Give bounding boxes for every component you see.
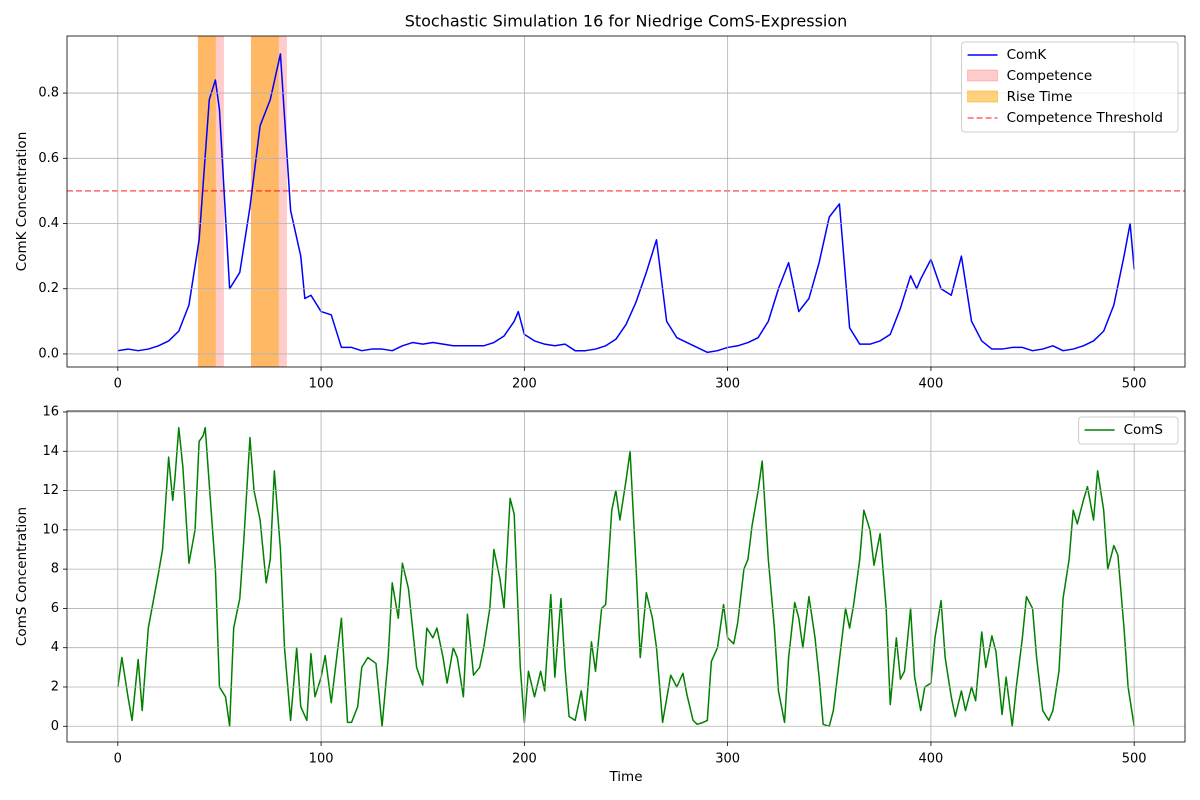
plot-area: [117, 426, 1135, 728]
data-line: [117, 426, 1135, 728]
y-tick-label: 0.8: [38, 86, 59, 101]
x-tick-label: 0: [114, 752, 122, 767]
legend-label: ComS: [1124, 422, 1163, 438]
x-tick-label: 300: [715, 377, 740, 392]
legend-box: [1078, 416, 1179, 445]
y-tick-label: 6: [51, 601, 59, 616]
y-tick-label: 0.0: [38, 346, 59, 361]
span: [250, 36, 279, 367]
axes-frame: [66, 410, 1186, 743]
x-tick-label: 100: [309, 752, 334, 767]
y-tick-label: 0.2: [38, 281, 59, 296]
x-tick-label: 300: [715, 752, 740, 767]
x-axis-label: Time: [608, 769, 642, 785]
legend: ComS: [1078, 416, 1179, 445]
legend-label: ComK: [1007, 47, 1048, 63]
axes: 0 100 200 300 400 500 0.0 0.2 0.4 0.6 0.8 Stochasti…: [14, 12, 1186, 392]
span: [197, 36, 216, 367]
chart-title: Stochastic Simulation 16 for Niedrige Co…: [405, 12, 848, 31]
axes: 0 100 200 300 400 500 0 2 4 6 8 10 12 14 16 Time ComS Co…: [14, 404, 1186, 785]
x-tick-label: 200: [512, 752, 537, 767]
legend-swatch: [967, 69, 999, 82]
y-tick-label: 8: [51, 562, 59, 577]
plot-area: [67, 36, 1185, 367]
legend-label: Competence Threshold: [1007, 110, 1163, 126]
y-axis-label: ComK Concentration: [14, 132, 30, 271]
x-tick-label: 100: [309, 377, 334, 392]
y-tick-label: 12: [42, 483, 59, 498]
y-tick-label: 0: [51, 719, 59, 734]
x-tick-label: 400: [918, 377, 943, 392]
x-tick-label: 200: [512, 377, 537, 392]
legend-swatch: [967, 90, 999, 103]
y-tick-label: 16: [42, 404, 59, 419]
legend-label: Competence: [1007, 68, 1093, 84]
x-tick-label: 0: [114, 377, 122, 392]
x-tick-label: 500: [1122, 752, 1147, 767]
legend-label: Rise Time: [1007, 89, 1073, 105]
y-tick-label: 0.6: [38, 151, 59, 166]
x-tick-label: 500: [1122, 377, 1147, 392]
y-tick-label: 10: [42, 522, 59, 537]
y-tick-label: 0.4: [38, 216, 59, 231]
legend-box: [961, 41, 1179, 133]
y-tick-label: 14: [42, 444, 59, 459]
x-tick-label: 400: [918, 752, 943, 767]
y-axis-label: ComS Concentration: [14, 507, 30, 646]
axes-frame: [66, 35, 1186, 368]
y-tick-label: 2: [51, 679, 59, 694]
y-tick-label: 4: [51, 640, 59, 655]
legend: ComK Competence Rise Time Competence Thresh…: [961, 41, 1179, 133]
